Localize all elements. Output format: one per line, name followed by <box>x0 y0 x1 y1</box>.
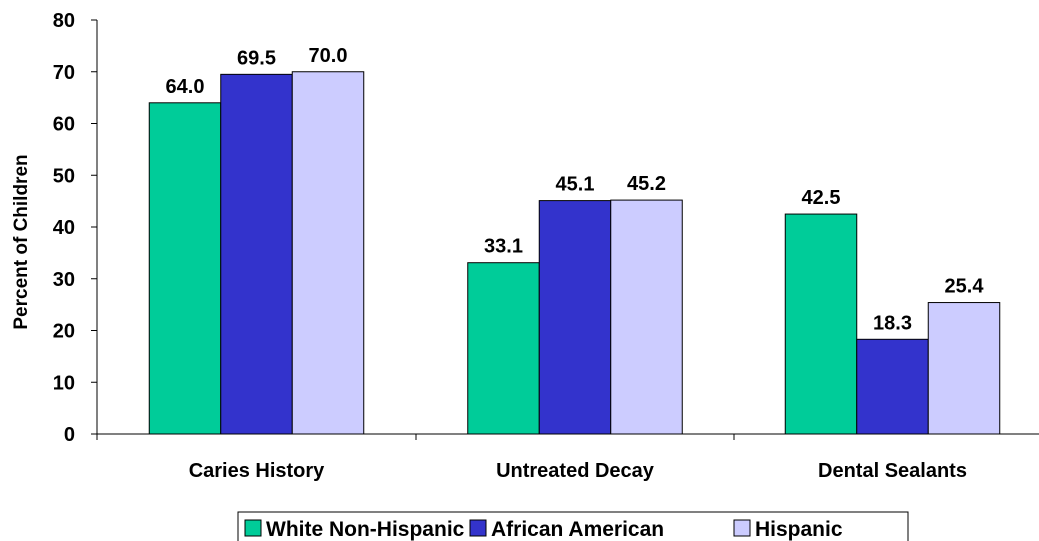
y-tick-label: 60 <box>53 114 75 136</box>
bar-hispanic-2 <box>927 302 1001 435</box>
bars <box>148 71 1001 435</box>
y-tick-label: 20 <box>53 321 75 343</box>
bar-white-non-hispanic-1 <box>467 262 540 435</box>
value-label: 69.5 <box>237 47 276 69</box>
bar-hispanic-0 <box>291 71 365 435</box>
y-tick-label: 0 <box>64 424 75 446</box>
y-tick-label: 70 <box>53 62 75 84</box>
legend-label: African American <box>491 518 664 541</box>
bar-african-american-0 <box>220 73 293 435</box>
y-axis-title: Percent of Children <box>11 154 32 329</box>
y-tick-label: 50 <box>53 165 75 187</box>
legend-label: Hispanic <box>755 518 843 541</box>
y-axis-title-group: Percent of Children <box>11 154 32 329</box>
bar-african-american-2 <box>856 338 929 435</box>
value-label: 18.3 <box>873 312 912 334</box>
bar-african-american-1 <box>538 200 612 435</box>
value-label: 45.2 <box>627 173 666 195</box>
y-tick-label: 40 <box>53 217 75 239</box>
legend-swatch <box>244 519 262 537</box>
category-labels: Caries History Untreated Decay Dental Seal… <box>189 460 967 482</box>
value-label: 33.1 <box>484 236 523 258</box>
bar-hispanic-1 <box>610 199 683 435</box>
value-label: 42.5 <box>802 187 841 209</box>
value-label: 25.4 <box>945 276 985 298</box>
category-label: Dental Sealants <box>818 460 967 482</box>
value-labels: 64.0 69.5 70.0 33.1 45.1 45.2 42.5 18.3 25.4 <box>166 45 985 335</box>
bar-white-non-hispanic-2 <box>784 213 858 435</box>
y-tick-label: 30 <box>53 269 75 291</box>
y-tick-label: 80 <box>53 10 75 32</box>
legend-box <box>237 511 909 541</box>
value-label: 45.1 <box>556 174 595 196</box>
value-label: 64.0 <box>166 76 205 98</box>
bar-white-non-hispanic-0 <box>148 102 222 435</box>
value-label: 70.0 <box>309 45 348 67</box>
legend-label: White Non-Hispanic <box>266 518 465 541</box>
y-tick-label: 10 <box>53 372 75 394</box>
legend-swatch <box>469 519 487 537</box>
legend: White Non-Hispanic African American Hispan… <box>237 511 909 541</box>
category-label: Untreated Decay <box>496 460 655 482</box>
category-label: Caries History <box>189 460 325 482</box>
legend-swatch <box>733 519 751 537</box>
axes: 0 10 20 30 40 50 60 70 80 <box>53 10 1039 446</box>
